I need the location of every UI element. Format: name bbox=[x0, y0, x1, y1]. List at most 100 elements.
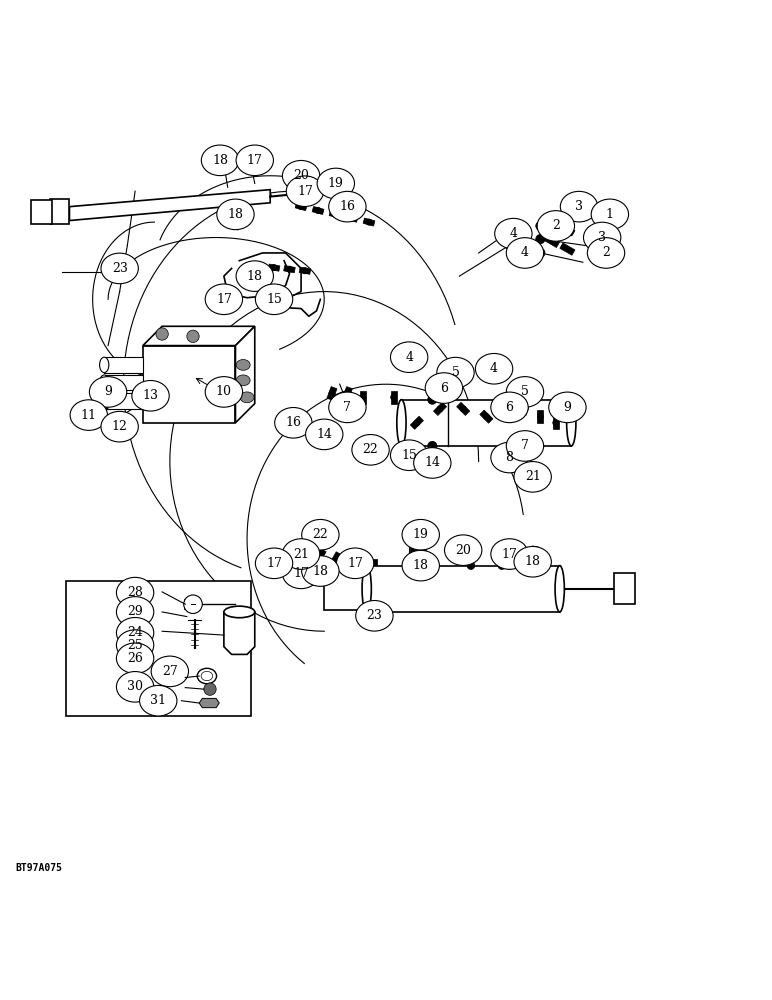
Circle shape bbox=[536, 234, 545, 244]
Ellipse shape bbox=[437, 357, 474, 388]
Text: 14: 14 bbox=[425, 456, 440, 469]
Polygon shape bbox=[143, 326, 255, 346]
Bar bbox=[295, 203, 307, 211]
Text: 21: 21 bbox=[525, 470, 540, 483]
Polygon shape bbox=[69, 190, 270, 221]
Polygon shape bbox=[104, 357, 143, 373]
Polygon shape bbox=[224, 612, 255, 654]
Ellipse shape bbox=[117, 643, 154, 674]
FancyBboxPatch shape bbox=[614, 573, 635, 604]
Ellipse shape bbox=[201, 671, 212, 681]
Text: 7: 7 bbox=[344, 401, 351, 414]
FancyBboxPatch shape bbox=[31, 200, 52, 224]
Ellipse shape bbox=[402, 550, 439, 581]
Ellipse shape bbox=[117, 617, 154, 648]
Bar bbox=[391, 391, 397, 403]
Bar bbox=[410, 542, 416, 554]
Text: 4: 4 bbox=[521, 246, 529, 259]
Circle shape bbox=[329, 390, 335, 397]
Ellipse shape bbox=[240, 392, 254, 403]
Text: 6: 6 bbox=[506, 401, 513, 414]
Circle shape bbox=[529, 562, 537, 569]
Ellipse shape bbox=[256, 284, 293, 315]
Circle shape bbox=[503, 406, 509, 412]
Ellipse shape bbox=[283, 558, 320, 589]
Ellipse shape bbox=[391, 342, 428, 372]
Ellipse shape bbox=[491, 539, 528, 569]
Circle shape bbox=[467, 562, 475, 569]
Circle shape bbox=[360, 394, 366, 400]
Text: 18: 18 bbox=[313, 565, 328, 578]
Circle shape bbox=[483, 414, 489, 420]
Ellipse shape bbox=[549, 392, 586, 423]
Circle shape bbox=[520, 395, 530, 404]
Ellipse shape bbox=[283, 539, 320, 569]
Text: 17: 17 bbox=[266, 557, 282, 570]
Text: 1: 1 bbox=[606, 208, 614, 221]
Ellipse shape bbox=[283, 160, 320, 191]
Text: 14: 14 bbox=[317, 428, 332, 441]
Bar bbox=[329, 210, 341, 218]
Circle shape bbox=[298, 204, 304, 210]
Text: 19: 19 bbox=[413, 528, 428, 541]
Text: 13: 13 bbox=[143, 389, 158, 402]
Ellipse shape bbox=[117, 672, 154, 702]
Bar bbox=[343, 387, 352, 400]
Ellipse shape bbox=[317, 168, 354, 199]
Circle shape bbox=[103, 397, 110, 405]
Bar bbox=[327, 387, 337, 400]
Ellipse shape bbox=[491, 442, 528, 473]
Bar bbox=[560, 224, 575, 236]
Ellipse shape bbox=[476, 353, 513, 384]
Bar bbox=[544, 216, 560, 228]
Ellipse shape bbox=[555, 566, 564, 612]
Bar bbox=[420, 539, 426, 551]
Circle shape bbox=[187, 330, 199, 343]
Bar bbox=[299, 267, 311, 274]
Bar bbox=[411, 416, 423, 429]
Ellipse shape bbox=[514, 546, 551, 577]
Ellipse shape bbox=[70, 400, 107, 430]
Text: 18: 18 bbox=[247, 270, 262, 283]
Text: 17: 17 bbox=[293, 567, 309, 580]
Ellipse shape bbox=[100, 357, 109, 373]
Bar bbox=[99, 393, 114, 409]
Bar bbox=[530, 546, 538, 559]
Circle shape bbox=[156, 328, 168, 340]
Circle shape bbox=[553, 420, 559, 426]
Ellipse shape bbox=[495, 218, 532, 249]
Text: 12: 12 bbox=[112, 420, 127, 433]
Text: 2: 2 bbox=[552, 219, 560, 232]
Bar bbox=[544, 235, 560, 248]
Ellipse shape bbox=[224, 606, 255, 618]
Ellipse shape bbox=[256, 548, 293, 579]
Text: 18: 18 bbox=[212, 154, 228, 167]
Ellipse shape bbox=[587, 238, 625, 268]
Text: 31: 31 bbox=[151, 694, 166, 707]
Text: 25: 25 bbox=[127, 639, 143, 652]
Text: 15: 15 bbox=[401, 449, 417, 462]
Circle shape bbox=[96, 407, 104, 415]
Ellipse shape bbox=[302, 519, 339, 550]
Ellipse shape bbox=[132, 380, 169, 411]
Text: BT97A075: BT97A075 bbox=[15, 863, 63, 873]
Circle shape bbox=[104, 388, 112, 396]
Ellipse shape bbox=[100, 375, 109, 390]
Circle shape bbox=[428, 441, 437, 451]
Bar bbox=[312, 206, 324, 215]
Text: 27: 27 bbox=[162, 665, 178, 678]
Circle shape bbox=[428, 395, 437, 404]
Bar bbox=[457, 402, 469, 415]
Bar bbox=[434, 402, 446, 415]
Text: 23: 23 bbox=[112, 262, 127, 275]
Circle shape bbox=[520, 441, 530, 451]
Ellipse shape bbox=[584, 222, 621, 253]
Ellipse shape bbox=[352, 435, 389, 465]
Polygon shape bbox=[367, 566, 560, 612]
Text: 29: 29 bbox=[127, 605, 143, 618]
Text: 24: 24 bbox=[127, 626, 143, 639]
Ellipse shape bbox=[151, 656, 188, 687]
Bar bbox=[315, 549, 326, 562]
Bar bbox=[560, 243, 575, 255]
Text: 9: 9 bbox=[564, 401, 571, 414]
